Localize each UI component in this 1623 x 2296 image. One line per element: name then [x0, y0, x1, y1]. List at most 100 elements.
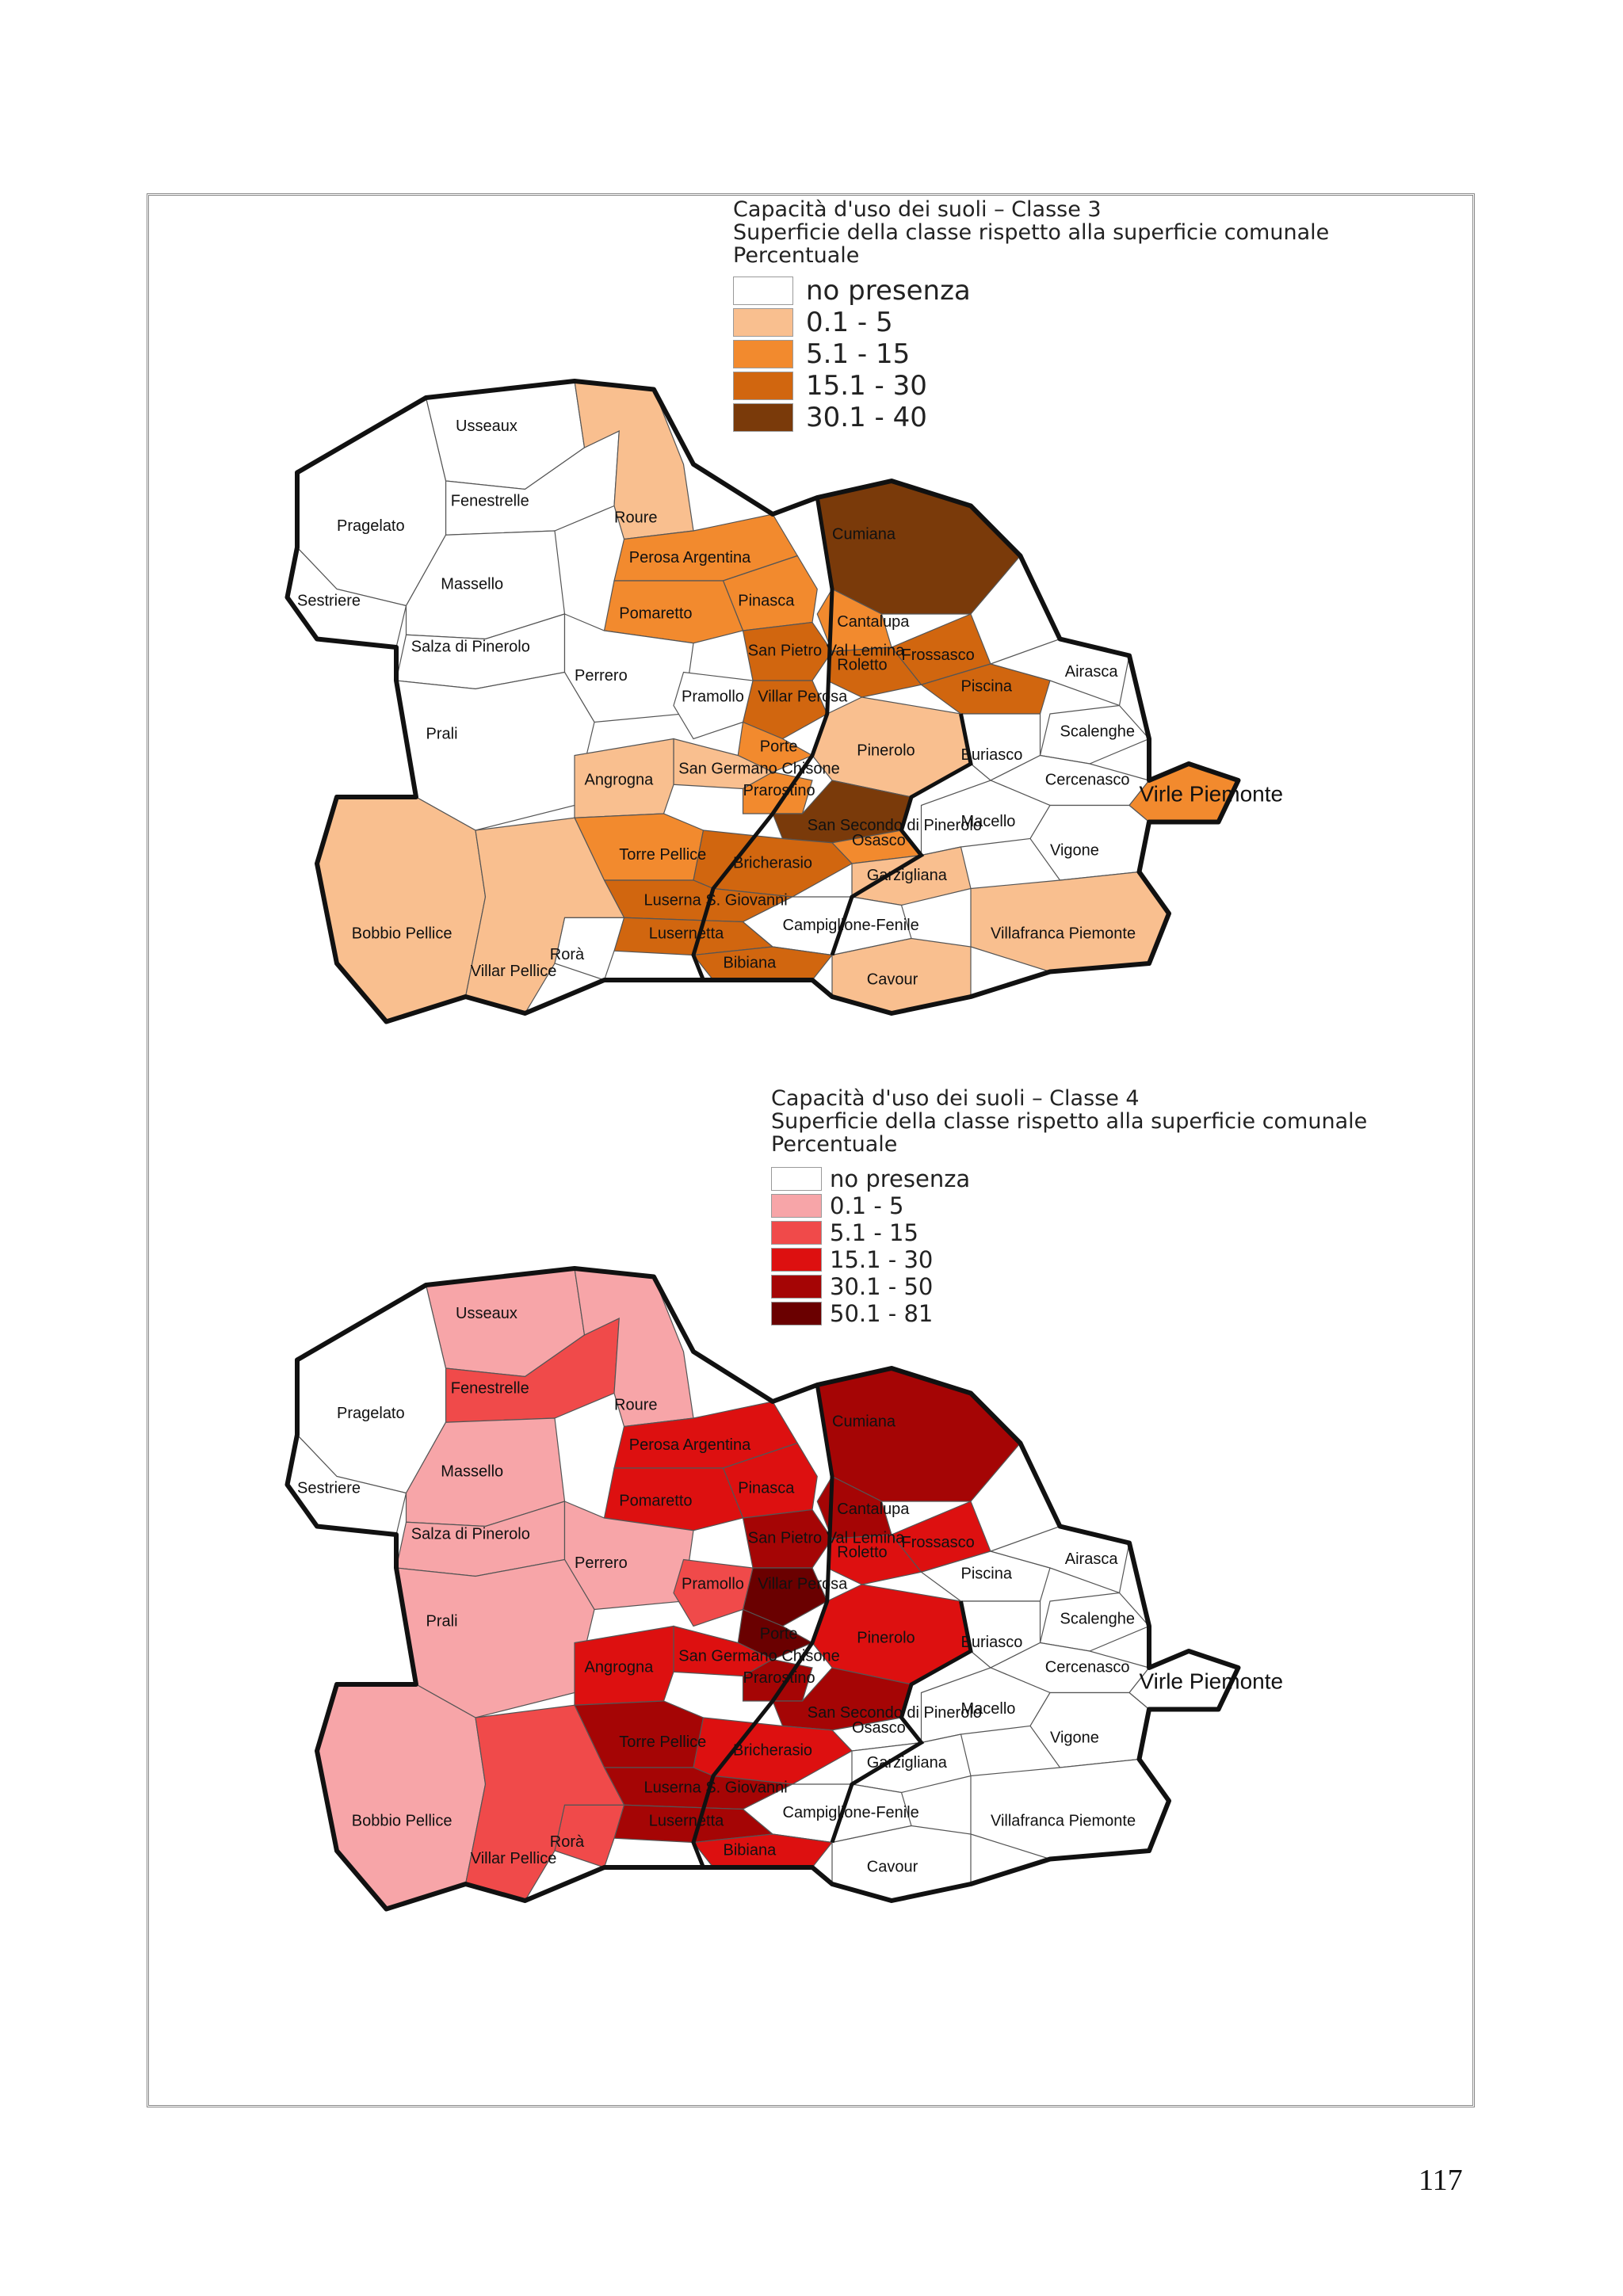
- municipality-label: Garzigliana: [867, 867, 948, 884]
- municipality-label: Prarostino: [743, 782, 815, 799]
- municipality-cumiana: [816, 480, 1022, 615]
- municipality-label: San Germano Chisone: [678, 761, 839, 778]
- municipality-villar-pellice: [464, 817, 625, 1014]
- page-number: 117: [1419, 2164, 1463, 2197]
- municipality-label: Scalenghe: [1060, 723, 1136, 740]
- legend-swatch: [771, 1302, 822, 1325]
- municipality-label: Villar Perosa: [758, 1575, 848, 1592]
- municipality-label: Fenestrelle: [451, 1380, 529, 1398]
- legend-item: 0.1 - 5: [733, 307, 1329, 338]
- map1-title-line-3: Percentuale: [733, 243, 860, 268]
- municipality-label: Vigone: [1050, 842, 1099, 860]
- municipality-angrogna: [574, 1625, 674, 1706]
- municipality-san-pietro-val-lemina: [742, 1508, 833, 1569]
- legend-label: 0.1 - 5: [806, 307, 893, 338]
- municipality-label: Cercenasco: [1045, 771, 1130, 788]
- municipality-label: Pomaretto: [619, 605, 692, 622]
- municipality-label: Lusernetta: [649, 1813, 724, 1830]
- municipality-villar-pellice: [464, 1704, 625, 1901]
- municipality-label: Torre Pellice: [619, 846, 706, 864]
- legend-label: 0.1 - 5: [830, 1192, 904, 1219]
- municipality-label: Bricherasio: [733, 854, 812, 871]
- municipality-label: Pinasca: [738, 1480, 795, 1497]
- municipality-label: Cantalupa: [837, 613, 910, 631]
- municipality-label: Villafranca Piemonte: [991, 1813, 1136, 1830]
- municipality-label: San Pietro Val Lemina: [748, 643, 905, 660]
- municipality-label: San Secondo di Pinerolo: [808, 1704, 982, 1722]
- municipality-label: Frossasco: [902, 646, 975, 664]
- legend-swatch: [733, 372, 793, 400]
- municipality-piscina: [920, 1550, 1051, 1602]
- municipality-label: Cavour: [867, 1858, 918, 1875]
- legend-item: 5.1 - 15: [771, 1219, 1367, 1246]
- page-frame: [147, 193, 1475, 2107]
- municipality-label: Angrogna: [585, 1658, 655, 1676]
- municipality-scalenghe: [1039, 704, 1151, 765]
- district-boundary: [285, 1266, 1241, 1912]
- municipality-label: Lusernetta: [649, 925, 724, 943]
- municipality-label: Cantalupa: [837, 1501, 910, 1518]
- legend-swatch: [733, 277, 793, 305]
- municipality-label: Sestriere: [297, 1480, 361, 1497]
- legend-swatch: [733, 403, 793, 432]
- legend-swatch: [771, 1167, 822, 1191]
- legend-label: 5.1 - 15: [806, 338, 911, 370]
- municipality-label: Garzigliana: [867, 1754, 948, 1772]
- municipality-label: Airasca: [1065, 663, 1119, 681]
- legend-label: 30.1 - 40: [806, 402, 927, 433]
- municipality-label: Angrogna: [585, 771, 655, 788]
- municipality-label: Roletto: [837, 1543, 887, 1561]
- municipality-villafranca-piemonte: [970, 871, 1170, 973]
- municipality-label: Piscina: [961, 1566, 1013, 1583]
- municipality-label: Airasca: [1065, 1550, 1119, 1568]
- municipality-airasca: [989, 1525, 1130, 1594]
- municipality-label: Perrero: [575, 1554, 628, 1572]
- municipality-label: Villafranca Piemonte: [991, 925, 1136, 943]
- municipality-label: Pinasca: [738, 593, 795, 610]
- municipality-label: Porte: [760, 738, 798, 755]
- municipality-angrogna: [574, 738, 674, 818]
- municipality-label: Fenestrelle: [451, 493, 529, 510]
- legend-item: 50.1 - 81: [771, 1300, 1367, 1327]
- municipality-label: Campiglione-Fenile: [783, 1804, 919, 1821]
- map2-title-line-3: Percentuale: [771, 1132, 898, 1157]
- municipality-label: Cavour: [867, 971, 918, 988]
- zone-boundary: [691, 497, 834, 981]
- municipality-san-pietro-val-lemina: [742, 621, 833, 681]
- municipality-label: Pinerolo: [857, 742, 915, 760]
- municipality-label: Pramollo: [682, 688, 744, 705]
- legend-classe-4: Capacità d'uso dei suoli – Classe 4 Supe…: [771, 1087, 1367, 1327]
- municipality-label: Porte: [760, 1625, 798, 1642]
- legend-item: 15.1 - 30: [771, 1246, 1367, 1273]
- zone-boundary: [691, 1384, 834, 1868]
- municipality-porte: [737, 721, 814, 773]
- legend-item: no presenza: [733, 275, 1329, 307]
- legend-swatch: [771, 1194, 822, 1218]
- municipality-label: Osasco: [852, 832, 906, 849]
- legend-item: 0.1 - 5: [771, 1192, 1367, 1219]
- municipality-pramollo: [673, 1558, 754, 1627]
- municipality-label: Roure: [614, 509, 657, 527]
- municipality-bobbio-pellice: [316, 796, 487, 1023]
- municipality-label: Perosa Argentina: [629, 1436, 751, 1454]
- municipality-label: Bobbio Pellice: [352, 925, 453, 943]
- legend-swatch: [733, 340, 793, 368]
- municipality-villafranca-piemonte: [970, 1758, 1170, 1860]
- municipality-label: Prali: [426, 1613, 458, 1630]
- municipality-label: Villar Perosa: [758, 688, 848, 705]
- legend-label: 5.1 - 15: [830, 1219, 918, 1246]
- municipality-label: Prarostino: [743, 1669, 815, 1687]
- municipality-label: Buriasco: [961, 1634, 1023, 1651]
- map2-title-line-1: Capacità d'uso dei suoli – Classe 4: [771, 1086, 1140, 1111]
- municipality-label: Pragelato: [337, 1405, 405, 1422]
- municipality-label: Vigone: [1050, 1730, 1099, 1747]
- district-boundary: [285, 379, 1241, 1024]
- municipality-bibiana: [692, 1833, 834, 1868]
- municipality-label: Rorà: [550, 946, 585, 963]
- municipality-airasca: [989, 638, 1130, 707]
- legend-item: no presenza: [771, 1165, 1367, 1192]
- legend-label: 50.1 - 81: [830, 1300, 934, 1327]
- municipality-label: Villar Pellice: [471, 1850, 557, 1867]
- municipality-label: Cumiana: [832, 1413, 896, 1431]
- municipality-label: Luserna S. Giovanni: [644, 892, 788, 910]
